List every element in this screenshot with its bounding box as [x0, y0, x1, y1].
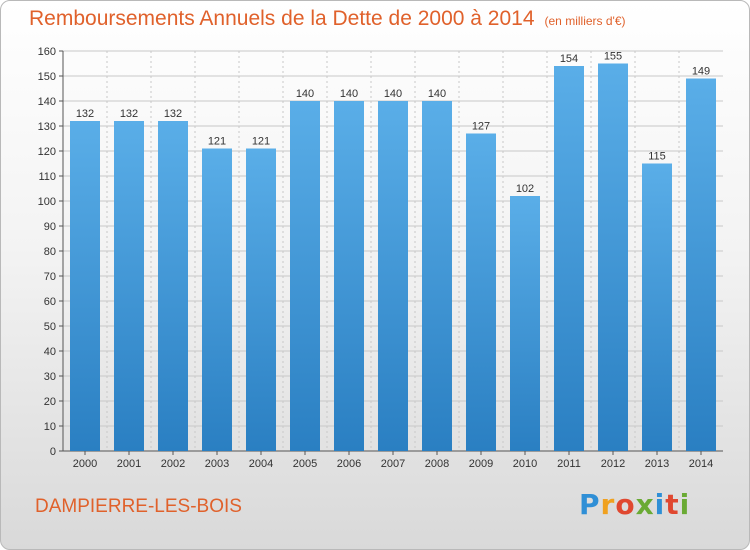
y-tick-label: 30	[44, 371, 56, 383]
y-tick-label: 20	[44, 396, 56, 408]
y-tick-label: 130	[38, 121, 56, 133]
x-tick-label-2005: 2005	[293, 458, 317, 470]
x-tick-label-2007: 2007	[381, 458, 405, 470]
data-label-2004: 121	[252, 136, 270, 148]
y-tick-label: 100	[38, 196, 56, 208]
bar-2003	[202, 148, 232, 451]
bars	[70, 63, 716, 451]
bar-2001	[114, 121, 144, 451]
x-tick-label-2011: 2011	[557, 458, 581, 470]
y-tick-label: 80	[44, 246, 56, 258]
data-label-2003: 121	[208, 136, 226, 148]
bar-2005	[290, 101, 320, 451]
bar-2007	[378, 101, 408, 451]
logo-letter: i	[679, 488, 691, 521]
data-label-2009: 127	[472, 121, 490, 133]
x-tick-label-2001: 2001	[117, 458, 141, 470]
x-tick-label-2009: 2009	[469, 458, 493, 470]
data-label-2006: 140	[340, 88, 358, 100]
bar-2002	[158, 121, 188, 451]
bar-2006	[334, 101, 364, 451]
y-tick-label: 90	[44, 221, 56, 233]
data-label-2011: 154	[560, 53, 578, 65]
y-tick-label: 60	[44, 296, 56, 308]
y-tick-label: 10	[44, 421, 56, 433]
logo-letter: o	[615, 488, 636, 521]
y-tick-label: 40	[44, 346, 56, 358]
x-tick-label-2003: 2003	[205, 458, 229, 470]
y-tick-label: 110	[38, 171, 56, 183]
x-tick-label-2004: 2004	[249, 458, 273, 470]
data-label-2012: 155	[604, 51, 622, 63]
logo-letter: r	[600, 488, 616, 521]
y-tick-label: 50	[44, 321, 56, 333]
data-label-2010: 102	[516, 183, 534, 195]
data-label-2008: 140	[428, 88, 446, 100]
chart-title: Remboursements Annuels de la Dette de 20…	[29, 7, 626, 31]
chart-unit: (en milliers d'€)	[544, 14, 626, 28]
data-label-2000: 132	[76, 108, 94, 120]
bar-2014	[686, 78, 716, 451]
x-tick-label-2012: 2012	[601, 458, 625, 470]
x-tick-label-2013: 2013	[645, 458, 669, 470]
logo-letter: x	[635, 488, 655, 521]
y-tick-label: 0	[50, 446, 56, 458]
x-tick-label-2002: 2002	[161, 458, 185, 470]
y-tick-label: 120	[38, 146, 56, 158]
proxiti-logo: Proxiti	[579, 488, 690, 521]
data-label-2001: 132	[120, 108, 138, 120]
x-tick-label-2014: 2014	[689, 458, 713, 470]
data-label-2013: 115	[648, 151, 666, 163]
data-label-2014: 149	[692, 66, 710, 78]
data-label-2005: 140	[296, 88, 314, 100]
y-tick-label: 140	[38, 96, 56, 108]
y-tick-label: 70	[44, 271, 56, 283]
bar-2013	[642, 163, 672, 451]
data-label-2007: 140	[384, 88, 402, 100]
logo-letter: i	[654, 488, 666, 521]
y-tick-label: 150	[38, 71, 56, 83]
labels: 0 10 20 30 40 50 60 70 80 90 100 110 120 130 140 150 160…	[38, 46, 714, 470]
chart-title-text: Remboursements Annuels de la Dette de 20…	[29, 7, 535, 30]
data-label-2002: 132	[164, 108, 182, 120]
y-tick-label: 160	[38, 46, 56, 58]
bar-2011	[554, 66, 584, 451]
x-tick-label-2006: 2006	[337, 458, 361, 470]
logo-letter: t	[665, 488, 680, 521]
bar-2008	[422, 101, 452, 451]
bar-2000	[70, 121, 100, 451]
bar-2010	[510, 196, 540, 451]
bar-2004	[246, 148, 276, 451]
x-tick-label-2010: 2010	[513, 458, 537, 470]
bar-2012	[598, 63, 628, 451]
location-name: DAMPIERRE-LES-BOIS	[35, 496, 242, 517]
x-tick-label-2000: 2000	[73, 458, 97, 470]
bar-2009	[466, 133, 496, 451]
x-tick-label-2008: 2008	[425, 458, 449, 470]
logo-letter: P	[579, 488, 601, 521]
